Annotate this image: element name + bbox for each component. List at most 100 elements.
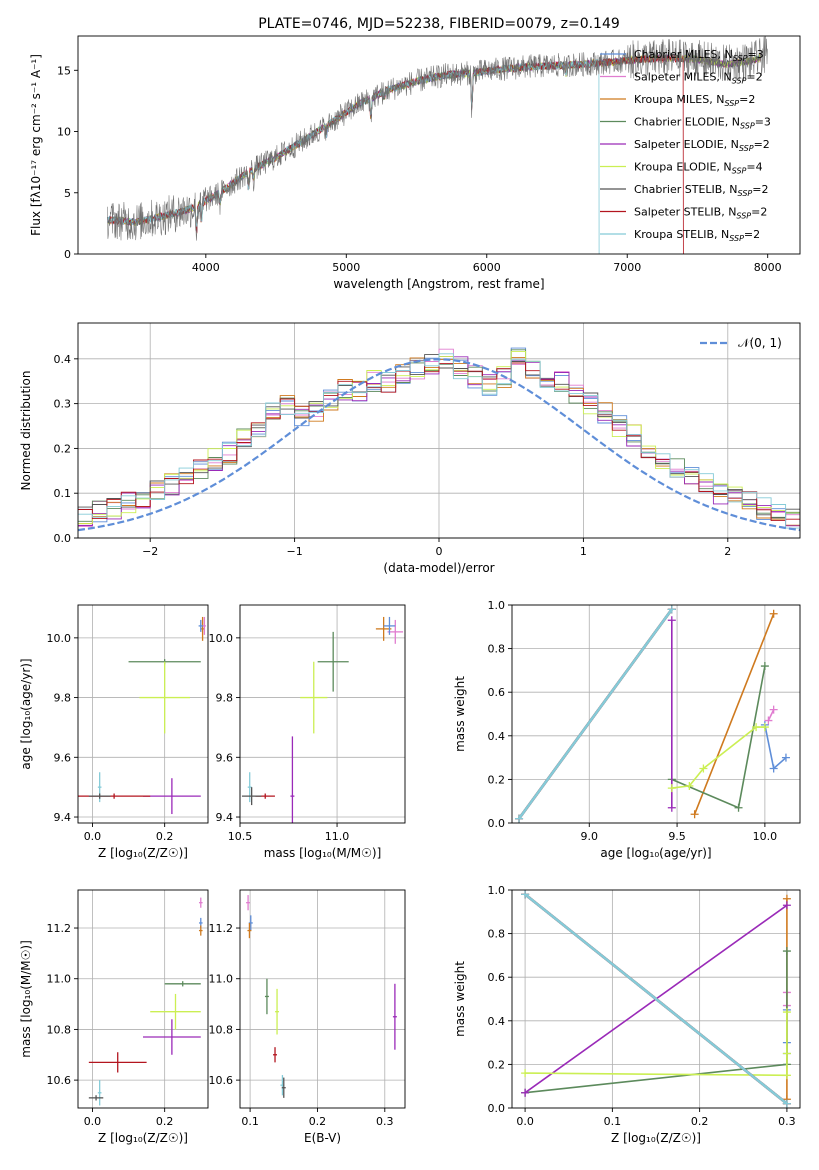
- mass-vs-ebv-panel: 0.1 0.2 0.3 10.6 10.8 11.0 11.2 E(B-V): [209, 889, 406, 1145]
- y-tick-label: 10.6: [47, 1074, 72, 1087]
- legend-tail: =3: [747, 48, 763, 61]
- y-tick-label: 11.2: [209, 922, 234, 935]
- histogram-cs: [78, 354, 800, 521]
- mass-weight-vs-age-panel: 9.0 9.5 10.0 0.0 0.2 0.4 0.6 0.8 1.0 age [log₁₀(a…: [453, 599, 801, 860]
- spectrum-frame: [77, 35, 801, 255]
- point-ke: [139, 661, 190, 734]
- histogram-ss: [78, 360, 800, 523]
- legend-label: Kroupa STELIB, N: [634, 228, 729, 241]
- histogram-cm: [78, 347, 800, 525]
- x-tick-label: 10.0: [753, 830, 778, 843]
- age-vs-z-frame: [77, 604, 209, 824]
- age-vs-z-panel: 0.0 0.2 9.4 9.6 9.8 10.0 Z [log₁₀(Z/Z☉)] age [l…: [19, 604, 209, 860]
- x-tick-label: 11.0: [325, 830, 350, 843]
- point-km: [198, 925, 203, 936]
- point-cs: [281, 1077, 286, 1098]
- x-tick-label: 0.1: [241, 1115, 259, 1128]
- y-tick-label: 9.6: [216, 751, 234, 764]
- y-tick-label: 11.0: [209, 973, 234, 986]
- residuals-marks: [78, 347, 800, 532]
- chart-title: PLATE=0746, MJD=52238, FIBERID=0079, z=0…: [258, 16, 620, 32]
- point-ks: [97, 1080, 102, 1106]
- marker-km: [690, 810, 699, 819]
- legend-sub: SSP: [729, 234, 744, 243]
- x-axis-label: Z [log₁₀(Z/Z☉)]: [98, 846, 188, 860]
- marker-ce: [760, 662, 769, 671]
- legend-sub: SSP: [736, 212, 751, 221]
- y-tick-label: 0.2: [54, 442, 72, 455]
- marker-ke: [667, 784, 676, 793]
- x-axis-label: E(B-V): [304, 1131, 341, 1145]
- y-tick-label: 15: [57, 64, 71, 77]
- x-tick-label: 1: [580, 545, 587, 558]
- point-cm: [383, 616, 396, 635]
- marker-cm: [781, 753, 790, 762]
- y-tick-label: 0.4: [488, 730, 506, 743]
- x-tick-label: 0.3: [778, 1115, 796, 1128]
- x-tick-label: 5000: [332, 261, 360, 274]
- legend-label: Salpeter ELODIE, N: [634, 138, 739, 151]
- legend-tail: =2: [752, 183, 768, 196]
- x-tick-label: 2: [724, 545, 731, 558]
- series-sm: [767, 709, 775, 721]
- series-km: [693, 613, 775, 815]
- y-tick-label: 1.0: [488, 599, 506, 612]
- point-ke: [150, 993, 201, 1030]
- y-tick-label: 0.0: [54, 532, 72, 545]
- x-tick-label: 0.2: [691, 1115, 709, 1128]
- point-ss: [273, 1047, 278, 1063]
- x-axis-label: age [log₁₀(age/yr)]: [600, 846, 711, 860]
- y-tick-label: 0.2: [488, 773, 506, 786]
- age-vs-mass-frame: [239, 604, 406, 824]
- y-axis-label: Flux [fλ10⁻¹⁷ erg cm⁻² s⁻¹ A⁻¹]: [29, 54, 43, 236]
- legend-tail: =2: [751, 206, 767, 219]
- point-ce: [164, 981, 201, 987]
- y-tick-label: 9.6: [54, 751, 72, 764]
- y-tick-label: 10.0: [209, 632, 234, 645]
- marker-ke: [782, 1049, 791, 1058]
- marker-se: [667, 616, 676, 625]
- x-tick-label: 8000: [754, 261, 782, 274]
- y-tick-label: 0.2: [488, 1058, 506, 1071]
- point-ss: [88, 1052, 147, 1073]
- legend-label: Chabrier ELODIE, N: [634, 116, 740, 129]
- x-tick-label: 0.1: [604, 1115, 622, 1128]
- x-tick-label: 0.0: [84, 1115, 102, 1128]
- y-tick-label: 0.4: [54, 353, 72, 366]
- point-se: [143, 1019, 201, 1055]
- y-tick-label: 0.6: [488, 686, 506, 699]
- age-vs-z-marks: [78, 616, 206, 815]
- x-tick-label: 7000: [613, 261, 641, 274]
- x-tick-label: 4000: [192, 261, 220, 274]
- y-tick-label: 10.8: [47, 1023, 72, 1036]
- y-tick-label: 10.0: [47, 632, 72, 645]
- residuals-frame: [77, 322, 801, 539]
- y-tick-label: 0.6: [488, 971, 506, 984]
- legend-label: Salpeter STELIB, N: [634, 206, 736, 219]
- marker-ks: [521, 890, 530, 899]
- point-cs: [241, 787, 262, 806]
- marker-se: [667, 803, 676, 812]
- marker-sm: [769, 705, 778, 714]
- histogram-sm: [78, 348, 800, 529]
- point-cm: [198, 619, 203, 632]
- spectrum-panel: 4000 5000 6000 7000 8000 0 5 10 15 wavelength [An…: [29, 16, 801, 291]
- legend-label: Chabrier MILES, N: [634, 48, 733, 61]
- x-tick-label: 0.0: [84, 830, 102, 843]
- y-tick-label: 0.4: [488, 1015, 506, 1028]
- legend-label: Salpeter MILES, N: [634, 71, 732, 84]
- legend-entry-ke: Kroupa ELODIE, NSSP=4: [634, 161, 763, 176]
- legend-label: Chabrier STELIB, N: [634, 183, 738, 196]
- legend-tail: =3: [755, 116, 771, 129]
- mass-weight-vs-z-frame: [511, 889, 801, 1109]
- y-tick-label: 5: [64, 187, 71, 200]
- marker-se: [521, 1088, 530, 1097]
- x-tick-label: 9.5: [668, 830, 686, 843]
- x-axis-label: Z [log₁₀(Z/Z☉)]: [611, 1131, 701, 1145]
- marker-ke: [782, 1071, 791, 1080]
- age-vs-mass-panel: 10.5 11.0 9.4 9.6 9.8 10.0 mass [log₁₀(M/M☉)]: [209, 604, 406, 860]
- x-tick-label: −1: [286, 545, 302, 558]
- legend-entry-cs: Chabrier STELIB, NSSP=2: [634, 183, 768, 198]
- y-tick-label: 9.8: [54, 692, 72, 705]
- point-ke: [275, 988, 280, 1035]
